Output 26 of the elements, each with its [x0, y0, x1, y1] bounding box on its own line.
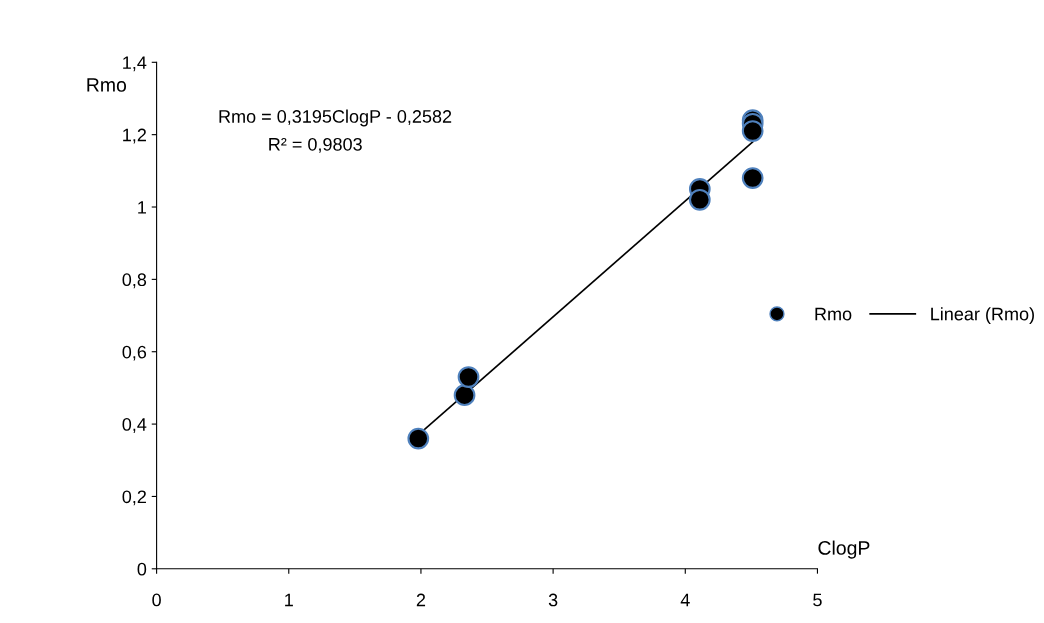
annotation: R² = 0,9803: [269, 137, 362, 153]
y-tick-label: 1: [138, 201, 146, 214]
x-tick-label: 4: [680, 593, 690, 607]
y-tick-label: 0,6: [122, 345, 147, 361]
annotation: Rmo = 0,3195ClogP - 0,2582: [219, 109, 452, 127]
y-tick-label: 0,2: [122, 490, 146, 506]
y-tick-label: 1,4: [123, 56, 147, 72]
legend-label: Rmo: [815, 307, 852, 321]
x-tick-label: 2: [416, 593, 426, 607]
point: [453, 384, 476, 406]
legend-label: Linear (Rmo): [931, 307, 1034, 324]
y-axis-title: Rmo: [87, 78, 127, 92]
x-tick-label: 1: [285, 593, 293, 607]
point: [688, 188, 711, 211]
point: [741, 120, 764, 142]
y-tick-label: 0: [137, 562, 147, 576]
x-tick-label: 5: [813, 593, 822, 607]
point: [457, 366, 480, 388]
x-tick-label: 3: [548, 593, 558, 607]
y-tick-label: 1,2: [123, 128, 146, 144]
point: [407, 427, 430, 450]
y-tick-label: 0,8: [122, 273, 147, 289]
y-tick-label: 0,4: [122, 418, 147, 433]
x-axis-title: ClogP: [818, 540, 870, 559]
x-tick-label: 0: [152, 593, 161, 607]
point: [741, 167, 764, 189]
